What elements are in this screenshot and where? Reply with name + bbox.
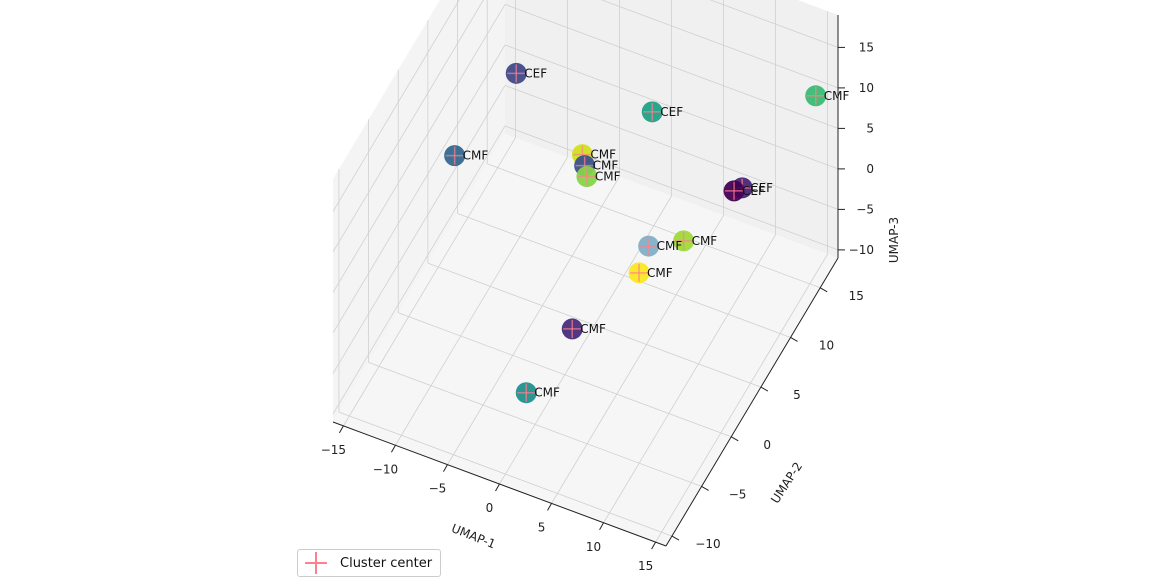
grid-z-back [504,44,839,170]
grid-z-left [332,0,460,212]
point-label: CMF [463,149,489,163]
y-tick-label: 5 [793,388,801,402]
z-tick-label: 15 [859,40,874,54]
x-tick-label: 15 [638,559,653,573]
point-label: CEF [750,181,773,195]
grid-z-left [332,0,484,253]
grid-z-left [332,85,506,374]
grid-x-floor [551,215,724,504]
grid-x-floor [343,137,516,427]
y-tick-label: −10 [695,537,720,551]
cluster-center-marker-icon [304,551,328,575]
grid-x-floor [655,253,828,543]
x-tick-mark [391,445,396,453]
grid-y-floor [457,213,791,338]
grid-z-back [504,85,839,210]
grid-z-back [600,0,839,89]
grid-y-floor [368,362,702,487]
point-label: CEF [742,184,765,198]
grid-y-floor [338,411,673,537]
z-tick-label: −5 [856,202,874,216]
grid-z-back [504,125,839,251]
grid-y-floor [487,163,821,289]
y-tick-mark [819,287,828,293]
x-tick-label: 0 [486,501,494,515]
grid-y-floor [398,312,732,438]
x-tick-label: −15 [321,443,346,457]
left-pane [333,0,505,422]
point-label: CMF [590,148,616,162]
x-tick-mark [651,541,657,550]
data-points: CEFCEFCMFCEFCEFCEFCEFCMFCMFCMFCMFCMFCMFC… [444,62,850,404]
y-tick-label: −5 [729,487,747,501]
z-tick-label: 5 [866,121,874,135]
grid-z-left [332,125,506,415]
grid-y-floor [427,262,762,388]
point-label: CMF [657,239,683,253]
tick-labels: −15 −10 −5 0 5 10 15 −10 −5 0 5 10 15 −10 −5 0 5 10 15 [321,40,874,573]
legend-label: Cluster center [340,555,433,571]
x-tick-mark [547,503,552,511]
x-tick-label: −10 [373,462,398,476]
point-label: CMF [647,266,673,280]
z-tick-label: 10 [859,81,874,95]
grid-z-back [709,0,839,48]
grid-z-left [332,44,506,334]
z-tick-label: 0 [866,162,874,176]
grid-x-floor [603,234,776,523]
x-tick-mark [338,425,344,434]
x-tick-mark [443,464,448,472]
y-axis-label: UMAP-2 [768,460,805,506]
y-tick-label: 0 [763,438,771,452]
x-tick-label: 5 [538,520,546,534]
x-tick-mark [495,483,500,492]
y-tick-mark [730,436,739,442]
y-tick-mark [701,485,709,491]
y-tick-label: 15 [849,289,864,303]
axis-panes [333,0,838,546]
grid-x-floor [447,176,620,465]
point-label: CMF [580,322,606,336]
grid-lines [332,0,839,543]
point-label: CMF [593,159,619,173]
x-tick-label: 10 [586,540,601,554]
grid-z-left [332,4,506,293]
point-label: CMF [692,234,718,248]
x-axis-label: UMAP-1 [449,521,497,551]
y-tick-mark [790,337,798,342]
legend: Cluster center [297,549,442,577]
point-label: CMF [824,89,850,103]
grid-x-floor [395,157,568,446]
x-tick-mark [599,522,604,530]
z-tick-label: −10 [849,243,874,257]
y-tick-mark [760,386,769,392]
point-label: CEF [524,66,547,80]
x-tick-label: −5 [429,482,447,496]
point-label: CMF [534,386,560,400]
z-axis-label: UMAP-3 [887,217,901,263]
y-tick-mark [671,535,680,541]
grid-z-back [504,4,839,129]
point-label: CMF [595,170,621,184]
y-axis-line [665,257,839,547]
point-label: CEF [660,105,683,119]
y-tick-label: 10 [819,338,834,352]
